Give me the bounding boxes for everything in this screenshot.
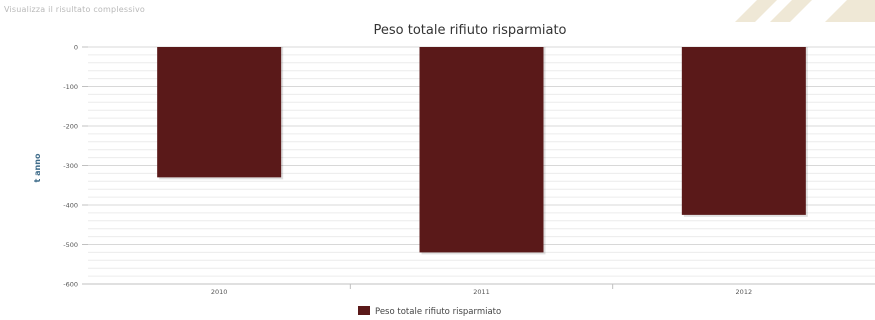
y-tick-label: -100 (63, 83, 78, 91)
legend-label: Peso totale rifiuto risparmiato (375, 307, 501, 317)
y-axis-ticks: 0 -100 -200 -300 -400 -500 -600 (63, 44, 88, 289)
y-tick-label: -400 (63, 202, 78, 210)
overall-result-link[interactable]: Visualizza il risultato complessivo (4, 5, 146, 14)
x-axis-ticks: 2010 2011 2012 (211, 284, 752, 296)
legend[interactable]: Peso totale rifiuto risparmiato (358, 306, 501, 317)
bar-series (157, 47, 808, 255)
y-tick-label: -200 (63, 123, 78, 131)
bar-2010[interactable] (157, 47, 282, 178)
x-tick-label-2011: 2011 (473, 288, 490, 296)
y-axis-label: t anno (33, 153, 42, 182)
bar-2012[interactable] (681, 47, 806, 215)
chart-title: Peso totale rifiuto risparmiato (373, 23, 566, 38)
y-tick-label: -500 (63, 241, 78, 249)
watermark-logo (715, 0, 875, 22)
y-tick-label: 0 (74, 44, 78, 52)
x-tick-label-2010: 2010 (211, 288, 228, 296)
legend-swatch (358, 306, 370, 315)
bar-2011[interactable] (419, 47, 544, 253)
x-tick-label-2012: 2012 (736, 288, 753, 296)
y-tick-label: -600 (63, 281, 78, 289)
y-tick-label: -300 (63, 162, 78, 170)
